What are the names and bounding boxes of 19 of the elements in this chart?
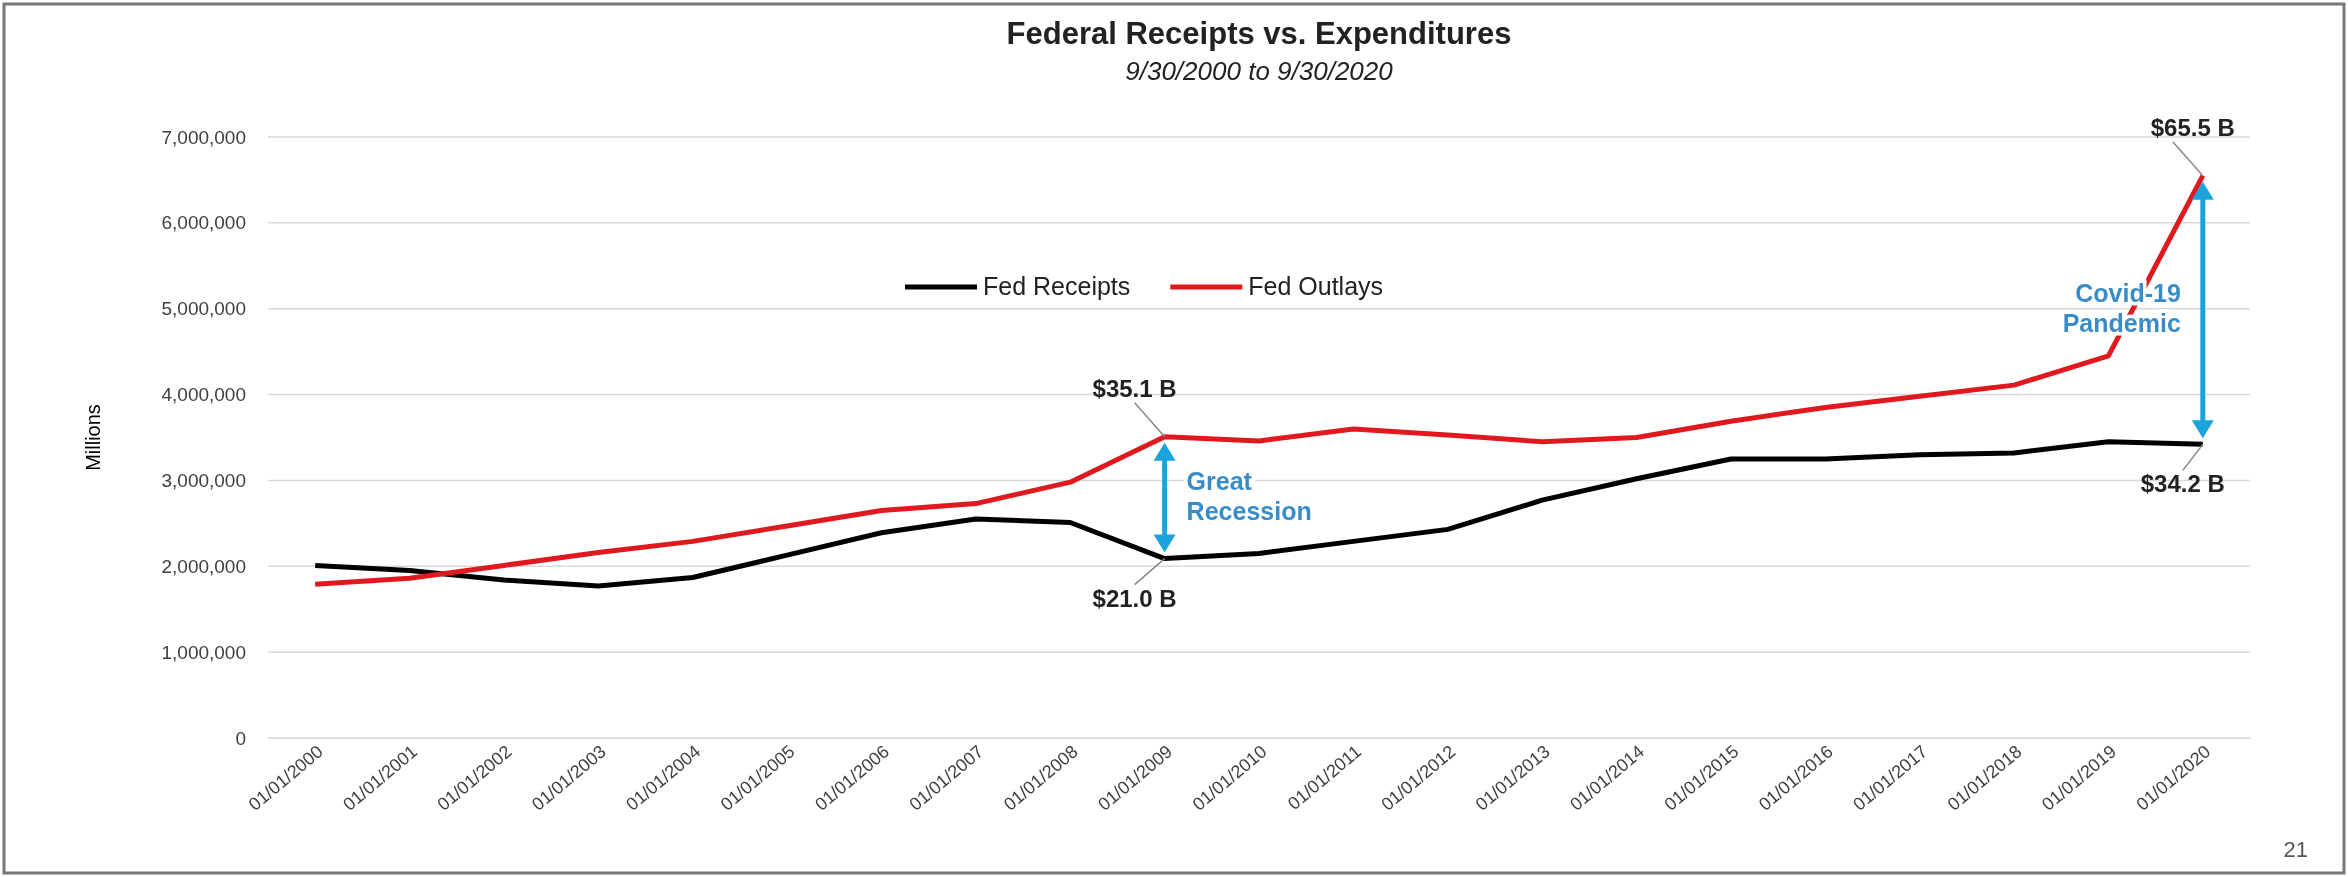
annotation: $35.1 B (1092, 374, 1177, 402)
y-axis-title: Millions (82, 404, 104, 471)
y-tick-label: 2,000,000 (161, 555, 246, 577)
annotation: $65.5 B (2150, 113, 2235, 141)
y-tick-label: 5,000,000 (161, 298, 246, 320)
chart-subtitle: 9/30/2000 to 9/30/2020 (1125, 56, 1394, 86)
y-tick-label: 3,000,000 (161, 470, 246, 492)
y-tick-label: 6,000,000 (161, 212, 246, 234)
y-tick-label: 1,000,000 (161, 641, 246, 663)
annotation: $21.0 B (1092, 584, 1177, 612)
y-tick-label: 4,000,000 (161, 384, 246, 406)
annotation: $34.2 B (2140, 470, 2225, 498)
y-tick-label: 0 (235, 727, 246, 749)
chart-title: Federal Receipts vs. Expenditures (1006, 16, 1512, 51)
text: 21 (2283, 837, 2308, 862)
legend-label: Fed Outlays (1248, 272, 1384, 300)
annotation: Great Recession (1186, 466, 1312, 525)
legend-label: Fed Receipts (983, 272, 1131, 300)
y-tick-label: 7,000,000 (161, 126, 246, 148)
